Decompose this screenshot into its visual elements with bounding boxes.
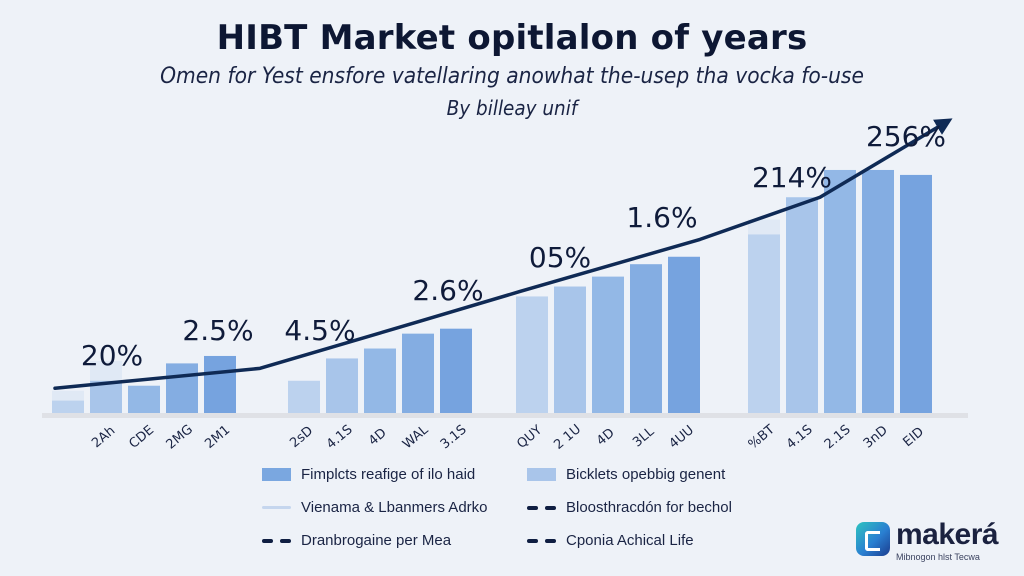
- bar: [786, 197, 818, 413]
- legend-label: Bloosthracdón for bechol: [566, 499, 732, 516]
- bar: [364, 348, 396, 413]
- x-tick-label: %BT: [746, 422, 778, 452]
- bar-ghost-segment: [90, 360, 122, 381]
- bar-ghost-segment: [748, 219, 780, 235]
- x-tick-label: 2 1U: [551, 422, 584, 453]
- x-tick-label: 3.1S: [438, 422, 470, 452]
- bar: [52, 400, 84, 413]
- data-annotation: 256%: [866, 120, 946, 153]
- x-tick-label: 4D: [366, 426, 390, 449]
- bar: [402, 333, 434, 413]
- data-annotation: 2.5%: [182, 314, 253, 347]
- x-tick-label: 4D: [594, 426, 618, 449]
- data-annotation: 214%: [752, 161, 832, 194]
- bar: [204, 355, 236, 413]
- bar: [748, 234, 780, 413]
- legend-swatch: [262, 506, 291, 509]
- bar: [900, 174, 932, 413]
- legend-label: Cponia Achical Life: [566, 532, 694, 549]
- legend-item: Dranbrogaine per Mea: [262, 532, 451, 549]
- legend-swatch: [262, 468, 291, 481]
- legend-item: Vienama & Lbanmers Adrko: [262, 499, 488, 516]
- data-annotation: 20%: [81, 339, 143, 372]
- bar: [630, 264, 662, 413]
- trend-line: [53, 118, 953, 390]
- x-tick-label: 2M1: [202, 423, 233, 452]
- x-tick-label: EID: [900, 424, 927, 450]
- bar: [668, 256, 700, 413]
- data-annotation: 1.6%: [626, 201, 697, 234]
- x-tick-label: WAL: [400, 422, 432, 452]
- bar: [824, 169, 856, 413]
- legend-swatch: [527, 468, 556, 481]
- bar: [288, 380, 320, 413]
- legend-item: Fimplcts reafige of ilo haid: [262, 466, 475, 483]
- legend-label: Fimplcts reafige of ilo haid: [301, 466, 476, 483]
- legend-label: Dranbrogaine per Mea: [301, 532, 452, 549]
- bar: [326, 358, 358, 413]
- data-annotation: 05%: [529, 241, 591, 274]
- x-tick-label: 4.1S: [784, 422, 816, 452]
- legend-item: Cponia Achical Life: [527, 532, 694, 549]
- x-tick-label: 4.1S: [324, 422, 356, 452]
- chart-legend: Fimplcts reafige of ilo haid Bicklets op…: [262, 464, 782, 564]
- legend-label: Bicklets opebbig genent: [566, 466, 726, 483]
- x-tick-label: 2.1S: [822, 422, 854, 452]
- legend-swatch: [527, 505, 556, 510]
- data-annotation: 2.6%: [412, 274, 483, 307]
- logo-wordmark: makerá: [896, 518, 999, 551]
- bar-ghost-segment: [52, 390, 84, 401]
- x-axis-baseline: [42, 413, 968, 418]
- logo-tagline: Mibnogon hlst Tecwa: [896, 552, 980, 562]
- legend-item: Bicklets opebbig genent: [527, 466, 725, 483]
- bar: [592, 276, 624, 413]
- bar: [128, 385, 160, 413]
- legend-label: Vienama & Lbanmers Adrko: [301, 499, 488, 516]
- bar: [516, 296, 548, 413]
- bar: [440, 328, 472, 413]
- legend-swatch: [527, 538, 556, 543]
- brand-logo: makerá Mibnogon hlst Tecwa: [856, 518, 1016, 566]
- bar: [166, 363, 198, 413]
- x-tick-label: 2MG: [164, 422, 196, 452]
- bar: [862, 169, 894, 413]
- bar: [554, 286, 586, 413]
- x-tick-label: QUY: [514, 423, 545, 452]
- data-annotation: 4.5%: [284, 314, 355, 347]
- chart-title: HIBT Market opitlalon of years: [216, 18, 808, 58]
- x-tick-label: 2sD: [287, 424, 316, 452]
- x-tick-label: 4UU: [666, 423, 697, 452]
- logo-mark-icon: [856, 522, 890, 556]
- legend-swatch: [262, 538, 291, 543]
- chart-byline: By billeay unif: [446, 96, 578, 120]
- x-tick-label: 2Ah: [89, 423, 118, 451]
- legend-item: Bloosthracdón for bechol: [527, 499, 732, 516]
- x-tick-label: 3nD: [861, 423, 891, 452]
- x-tick-label: 3LL: [630, 424, 658, 451]
- x-tick-label: CDE: [126, 423, 157, 452]
- chart-subtitle: Omen for Yest ensfore vatellaring anowha…: [160, 64, 864, 89]
- bar: [90, 380, 122, 413]
